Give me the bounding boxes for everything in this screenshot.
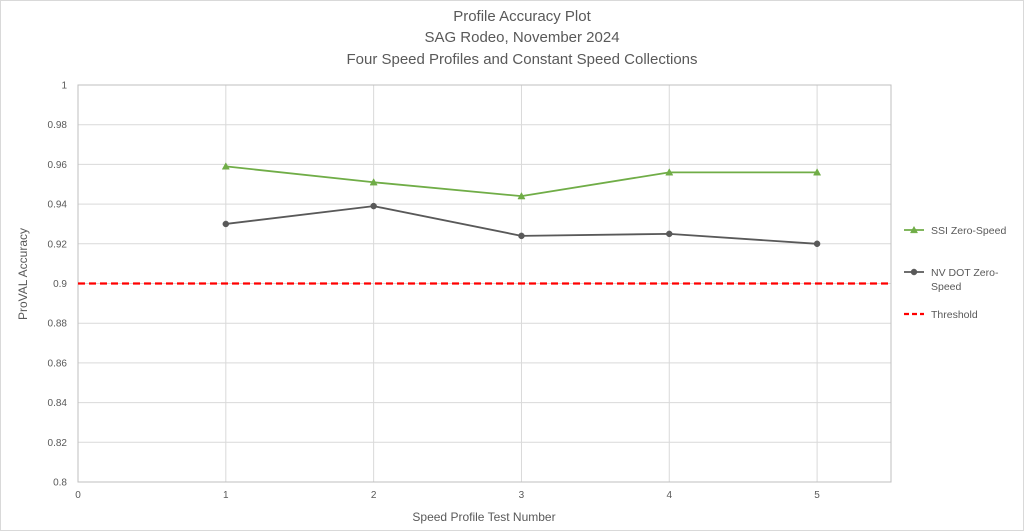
y-axis-ticks: 0.8 0.82 0.84 0.86 0.88 0.9 0.92 0.94 0.96 0.98 1: [48, 81, 68, 489]
legend-item-0: SSI Zero-Speed: [904, 225, 1006, 237]
data-point: [665, 168, 674, 176]
x-axis-title: Speed Profile Test Number: [412, 510, 555, 524]
x-tick-label: 0: [75, 490, 81, 501]
legend-label: Threshold: [931, 309, 978, 321]
x-tick-label: 3: [519, 490, 525, 501]
y-tick-label: 0.94: [48, 200, 68, 211]
y-tick-label: 0.88: [48, 319, 68, 330]
legend-marker: [909, 225, 919, 234]
legend-item-threshold: Threshold: [904, 309, 978, 321]
chart-title-line-1: Profile Accuracy Plot: [453, 8, 591, 25]
series-layer: [221, 162, 822, 248]
x-tick-label: 1: [223, 490, 229, 501]
legend-label: NV DOT Zero-: [931, 267, 999, 279]
x-tick-label: 2: [371, 490, 377, 501]
legend: SSI Zero-Speed NV DOT Zero- Speed Threshold: [904, 225, 1006, 321]
y-tick-label: 0.8: [53, 478, 67, 489]
y-axis-title: ProVAL Accuracy: [16, 228, 30, 320]
legend-marker: [910, 268, 918, 276]
y-tick-label: 1: [61, 81, 67, 92]
legend-label: Speed: [931, 281, 962, 293]
y-tick-label: 0.92: [48, 239, 68, 250]
y-tick-label: 0.82: [48, 438, 68, 449]
y-tick-label: 0.98: [48, 120, 68, 131]
x-tick-label: 5: [814, 490, 820, 501]
chart-title-line-2: SAG Rodeo, November 2024: [424, 29, 619, 46]
x-axis-ticks: 0 1 2 3 4 5: [75, 490, 820, 501]
chart-title: Profile Accuracy Plot SAG Rodeo, Novembe…: [346, 8, 697, 68]
x-tick-label: 4: [666, 490, 672, 501]
y-tick-label: 0.9: [53, 279, 67, 290]
y-tick-label: 0.86: [48, 358, 68, 369]
data-point: [517, 192, 526, 200]
data-point: [813, 240, 821, 248]
y-tick-label: 0.96: [48, 160, 68, 171]
data-point: [222, 220, 230, 228]
data-point: [813, 168, 822, 176]
series-1: [222, 202, 821, 248]
data-point: [518, 232, 525, 240]
chart-title-line-3: Four Speed Profiles and Constant Speed C…: [346, 51, 697, 68]
data-point: [370, 202, 377, 210]
data-point: [666, 230, 673, 238]
data-point: [221, 162, 230, 170]
data-point: [369, 178, 378, 186]
legend-item-1: NV DOT Zero- Speed: [904, 267, 999, 293]
series-0: [221, 162, 822, 200]
y-tick-label: 0.84: [48, 398, 68, 409]
legend-label: SSI Zero-Speed: [931, 225, 1006, 237]
